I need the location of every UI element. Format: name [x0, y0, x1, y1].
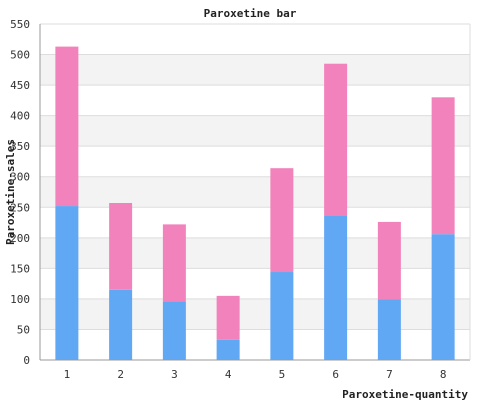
x-tick-label: 6 — [332, 368, 339, 381]
y-tick-label: 500 — [10, 49, 30, 62]
y-tick-label: 150 — [10, 262, 30, 275]
bar-pink-1 — [55, 46, 79, 207]
grid-band — [40, 176, 470, 208]
grid-band — [40, 329, 470, 360]
bar-pink-7 — [377, 221, 401, 300]
x-tick-labels: 1 2 3 4 5 6 7 8 — [64, 368, 447, 381]
grid-band — [40, 146, 470, 177]
chart-title: Paroxetine bar — [204, 7, 297, 20]
bar-blue-5 — [270, 272, 294, 360]
grid-band — [40, 268, 470, 299]
y-tick-label: 50 — [17, 323, 30, 336]
grid-band — [40, 54, 470, 86]
bar-blue-7 — [377, 299, 401, 360]
bar-blue-8 — [431, 234, 455, 360]
y-tick-label: 0 — [23, 354, 30, 367]
bars — [55, 46, 455, 360]
y-tick-label: 450 — [10, 79, 30, 92]
y-tick-labels: 0 50 100 150 200 250 300 350 400 450 500 550 — [10, 18, 30, 367]
x-tick-label: 3 — [171, 368, 178, 381]
grid-band — [40, 24, 470, 55]
bar-pink-6 — [324, 63, 348, 216]
y-tick-label: 350 — [10, 140, 30, 153]
bar-pink-8 — [431, 97, 455, 235]
y-tick-label: 400 — [10, 110, 30, 123]
axes — [39, 24, 471, 361]
x-tick-label: 1 — [64, 368, 71, 381]
y-tick-label: 200 — [10, 232, 30, 245]
grid-bands — [40, 24, 470, 360]
bar-blue-3 — [162, 301, 186, 360]
x-axis-label: Paroxetine-quantity — [342, 388, 468, 400]
y-tick-label: 100 — [10, 293, 30, 306]
bar-blue-4 — [216, 339, 240, 360]
y-tick-label: 550 — [10, 18, 30, 31]
grid-band — [40, 85, 470, 116]
x-tick-label: 2 — [117, 368, 124, 381]
bar-pink-5 — [270, 168, 294, 273]
y-tick-label: 250 — [10, 201, 30, 214]
x-tick-label: 5 — [279, 368, 286, 381]
bar-blue-2 — [109, 289, 133, 360]
grid-band — [40, 207, 470, 238]
x-tick-label: 4 — [225, 368, 232, 381]
y-axis-label: Paroxetine-sales — [4, 139, 17, 245]
grid-band — [40, 298, 470, 330]
x-tick-label: 7 — [386, 368, 393, 381]
bar-blue-6 — [324, 215, 348, 360]
grid-band — [40, 115, 470, 147]
x-tick-label: 8 — [440, 368, 447, 381]
y-tick-label: 300 — [10, 171, 30, 184]
bar-pink-2 — [109, 202, 133, 290]
bar-pink-3 — [162, 224, 186, 302]
grid-band — [40, 237, 470, 269]
bar-pink-4 — [216, 295, 240, 340]
bar-blue-1 — [55, 206, 79, 360]
